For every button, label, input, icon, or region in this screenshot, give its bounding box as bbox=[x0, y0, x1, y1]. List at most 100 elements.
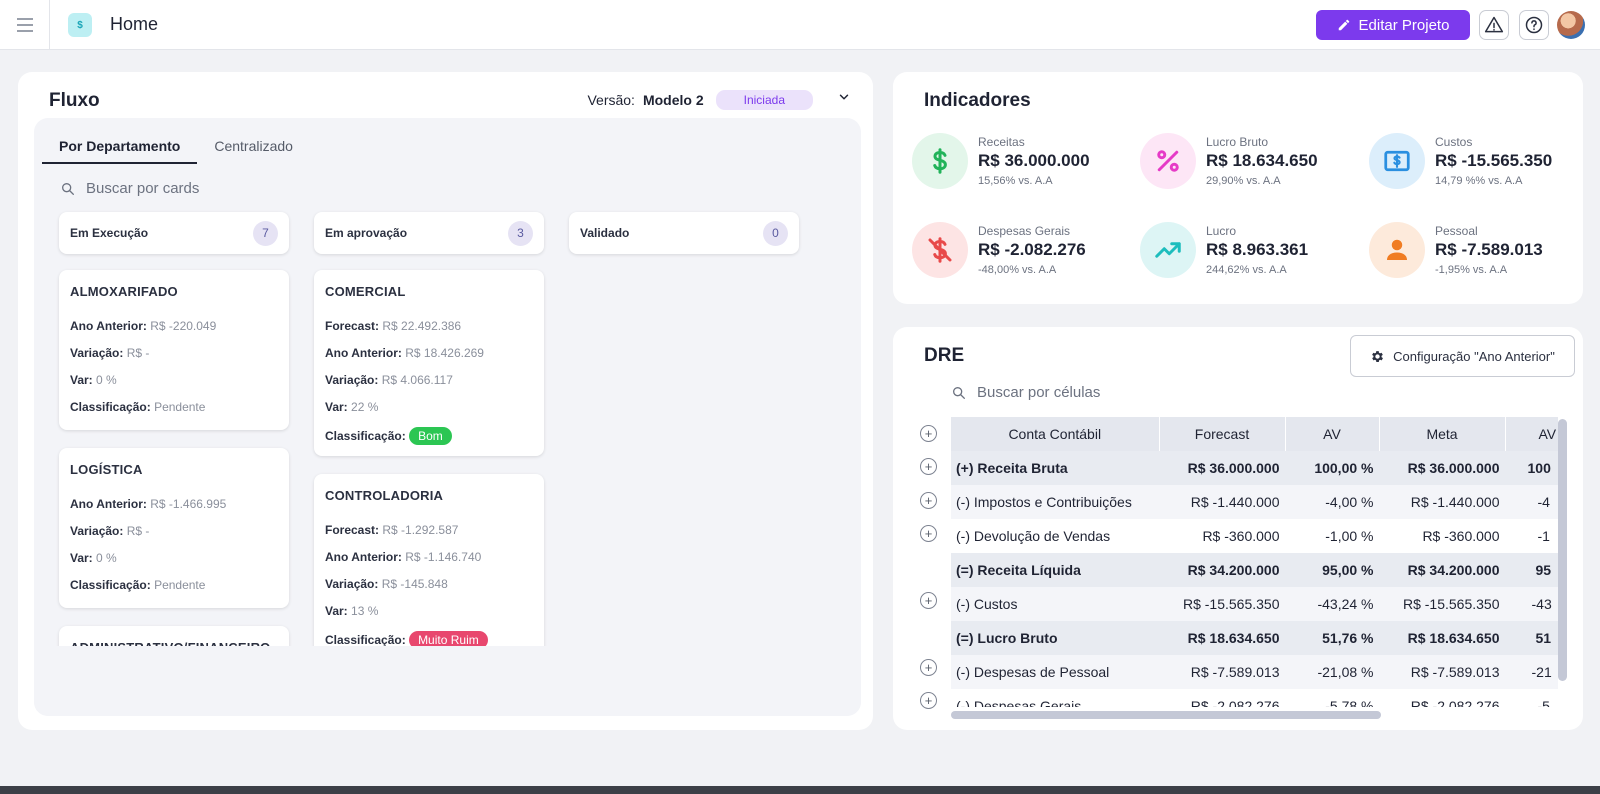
card-row: Var: 22 % bbox=[325, 400, 379, 414]
dre-title: DRE bbox=[924, 345, 965, 366]
card-row: Variação: R$ - bbox=[70, 346, 150, 360]
indicator-change: 244,62% vs. A.A bbox=[1206, 264, 1287, 276]
cells-search[interactable]: Buscar por células bbox=[951, 384, 1100, 401]
expand-icon[interactable]: + bbox=[920, 458, 937, 475]
indicator-label: Despesas Gerais bbox=[978, 224, 1071, 238]
dre-table: Conta Contábil Forecast AV Meta AV (+) R… bbox=[951, 417, 1558, 707]
menu-button[interactable] bbox=[0, 0, 50, 50]
indicadores-title: Indicadores bbox=[924, 90, 1031, 111]
cell-meta: R$ -7.589.013 bbox=[1379, 655, 1505, 689]
table-row[interactable]: (-) Custos R$ -15.565.350 -43,24 % R$ -1… bbox=[951, 587, 1558, 621]
cell-forecast: R$ -7.589.013 bbox=[1159, 655, 1285, 689]
tab-centralizado[interactable]: Centralizado bbox=[214, 138, 293, 154]
chevron-down-icon[interactable] bbox=[837, 90, 851, 104]
edit-project-button[interactable]: Editar Projeto bbox=[1316, 10, 1470, 40]
card-row: Classificação: Pendente bbox=[70, 578, 206, 592]
column-header[interactable]: AV bbox=[1505, 417, 1558, 451]
card-row: Ano Anterior: R$ 18.426.269 bbox=[325, 346, 484, 360]
percent-icon bbox=[1140, 133, 1196, 189]
column-em-execucao[interactable]: Em Execução 7 bbox=[59, 212, 289, 254]
version-selector[interactable]: Versão: Modelo 2 Iniciada bbox=[587, 90, 813, 110]
column-em-aprovacao[interactable]: Em aprovação 3 bbox=[314, 212, 544, 254]
version-label: Versão: bbox=[587, 92, 635, 108]
cell-forecast: R$ 36.000.000 bbox=[1159, 451, 1285, 485]
column-header[interactable]: Forecast bbox=[1159, 417, 1286, 451]
help-button[interactable] bbox=[1519, 10, 1549, 40]
trending-up-icon bbox=[1140, 222, 1196, 278]
indicator-change: 15,56% vs. A.A bbox=[978, 175, 1053, 187]
cell-meta: R$ -2.082.276 bbox=[1379, 689, 1505, 707]
indicator-receitas[interactable]: Receitas R$ 36.000.000 15,56% vs. A.A bbox=[912, 133, 1132, 193]
table-row[interactable]: (=) Lucro Bruto R$ 18.634.650 51,76 % R$… bbox=[951, 621, 1558, 655]
cell-meta: R$ 18.634.650 bbox=[1379, 621, 1505, 655]
cell-meta: R$ -1.440.000 bbox=[1379, 485, 1505, 519]
horizontal-scrollbar[interactable] bbox=[951, 711, 1381, 719]
status-badge: Iniciada bbox=[715, 90, 813, 110]
card-title: ALMOXARIFADO bbox=[70, 284, 178, 299]
expand-icon[interactable]: + bbox=[920, 592, 937, 609]
cell-av2: -43 bbox=[1505, 587, 1558, 621]
table-row[interactable]: (-) Despesas de Pessoal R$ -7.589.013 -2… bbox=[951, 655, 1558, 689]
scroll-clip bbox=[34, 646, 861, 716]
indicator-pessoal[interactable]: Pessoal R$ -7.589.013 -1,95% vs. A.A bbox=[1369, 222, 1589, 282]
table-row[interactable]: (+) Receita Bruta R$ 36.000.000 100,00 %… bbox=[951, 451, 1558, 485]
table-row[interactable]: (-) Devolução de Vendas R$ -360.000 -1,0… bbox=[951, 519, 1558, 553]
cell-conta: (-) Despesas de Pessoal bbox=[951, 655, 1159, 689]
column-header[interactable]: Conta Contábil bbox=[951, 417, 1160, 451]
cards-search[interactable]: Buscar por cards bbox=[60, 180, 199, 197]
card-row: Var: 13 % bbox=[325, 604, 379, 618]
indicator-lucro-bruto[interactable]: Lucro Bruto R$ 18.634.650 29,90% vs. A.A bbox=[1140, 133, 1360, 193]
expand-icon[interactable]: + bbox=[920, 659, 937, 676]
tab-por-departamento[interactable]: Por Departamento bbox=[42, 132, 198, 164]
card-row: Var: 0 % bbox=[70, 373, 117, 387]
table-row[interactable]: (-) Despesas Gerais R$ -2.082.276 -5,78 … bbox=[951, 689, 1558, 707]
indicator-label: Receitas bbox=[978, 135, 1025, 149]
config-ano-anterior-button[interactable]: Configuração "Ano Anterior" bbox=[1350, 335, 1575, 377]
card-row: Classificação: Muito Ruim bbox=[325, 631, 533, 649]
column-count: 7 bbox=[253, 220, 278, 246]
expand-icon[interactable]: + bbox=[920, 692, 937, 709]
edit-project-label: Editar Projeto bbox=[1358, 16, 1450, 34]
indicator-change: 14,79 %% vs. A.A bbox=[1435, 175, 1523, 187]
table-row[interactable]: (=) Receita Líquida R$ 34.200.000 95,00 … bbox=[951, 553, 1558, 587]
avatar[interactable] bbox=[1557, 11, 1585, 39]
expand-icon[interactable]: + bbox=[920, 492, 937, 509]
cell-forecast: R$ -360.000 bbox=[1159, 519, 1285, 553]
card-row: Classificação: Bom bbox=[325, 427, 533, 445]
vertical-scrollbar[interactable] bbox=[1558, 419, 1567, 681]
no-money-icon bbox=[912, 222, 968, 278]
app-logo: $ bbox=[68, 13, 92, 37]
cell-conta: (-) Despesas Gerais bbox=[951, 689, 1159, 707]
indicator-despesas-gerais[interactable]: Despesas Gerais R$ -2.082.276 -48,00% vs… bbox=[912, 222, 1132, 282]
indicator-value: R$ 36.000.000 bbox=[978, 151, 1090, 170]
dre-panel: DRE Configuração "Ano Anterior" Buscar p… bbox=[893, 327, 1583, 730]
cell-forecast: R$ -1.440.000 bbox=[1159, 485, 1285, 519]
cell-av2: -5 bbox=[1505, 689, 1558, 707]
cell-conta: (=) Receita Líquida bbox=[951, 553, 1159, 587]
cell-av: -1,00 % bbox=[1285, 519, 1379, 553]
alerts-button[interactable] bbox=[1479, 10, 1509, 40]
card-row: Forecast: R$ 22.492.386 bbox=[325, 319, 462, 333]
indicator-custos[interactable]: Custos R$ -15.565.350 14,79 %% vs. A.A bbox=[1369, 133, 1589, 193]
kanban-area: Por Departamento Centralizado Buscar por… bbox=[34, 118, 861, 716]
indicator-label: Custos bbox=[1435, 135, 1473, 149]
card-row: Variação: R$ 4.066.117 bbox=[325, 373, 453, 387]
cell-conta: (-) Impostos e Contribuições bbox=[951, 485, 1159, 519]
column-header[interactable]: AV bbox=[1285, 417, 1380, 451]
cell-meta: R$ -360.000 bbox=[1379, 519, 1505, 553]
indicator-lucro[interactable]: Lucro R$ 8.963.361 244,62% vs. A.A bbox=[1140, 222, 1360, 282]
column-header[interactable]: Meta bbox=[1379, 417, 1506, 451]
column-label: Em aprovação bbox=[325, 226, 408, 240]
cards-search-placeholder: Buscar por cards bbox=[86, 180, 200, 197]
card-comercial[interactable]: COMERCIAL Forecast: R$ 22.492.386 Ano An… bbox=[314, 270, 544, 456]
column-validado[interactable]: Validado 0 bbox=[569, 212, 799, 254]
cell-av: 100,00 % bbox=[1285, 451, 1379, 485]
table-row[interactable]: (-) Impostos e Contribuições R$ -1.440.0… bbox=[951, 485, 1558, 519]
search-icon bbox=[953, 386, 965, 399]
card-logistica[interactable]: LOGÍSTICA Ano Anterior: R$ -1.466.995 Va… bbox=[59, 448, 289, 608]
card-almoxarifado[interactable]: ALMOXARIFADO Ano Anterior: R$ -220.049 V… bbox=[59, 270, 289, 430]
column-label: Em Execução bbox=[70, 226, 149, 240]
expand-icon[interactable]: + bbox=[920, 525, 937, 542]
expand-icon[interactable]: + bbox=[920, 425, 937, 442]
page-title: Home bbox=[110, 14, 159, 34]
